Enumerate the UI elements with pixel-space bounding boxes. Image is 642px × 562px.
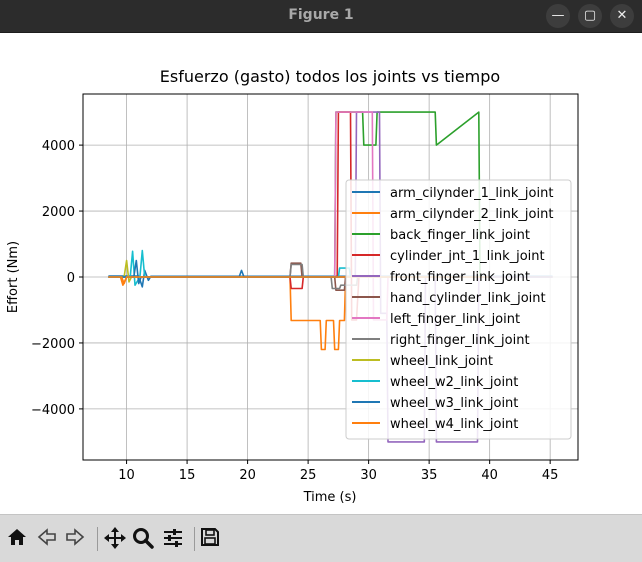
legend-label: front_finger_link_joint — [390, 270, 530, 285]
axis-ticks: 10 15 20 25 30 35 40 45 −4000 −2000 0 2000 4000 — [31, 139, 558, 483]
forward-icon[interactable] — [64, 526, 90, 552]
y-tick-label: 0 — [67, 271, 75, 286]
legend: arm_cilynder_1_link_joint arm_cilynder_2_… — [345, 179, 572, 440]
close-button[interactable]: ✕ — [610, 4, 634, 28]
toolbar-separator — [97, 527, 98, 551]
legend-label: wheel_w4_link_joint — [390, 417, 518, 432]
legend-label: arm_cilynder_2_link_joint — [390, 207, 553, 222]
back-icon[interactable] — [36, 526, 62, 552]
x-tick-label: 20 — [239, 468, 256, 483]
minimize-button[interactable]: — — [546, 4, 570, 28]
chart-svg: Esfuerzo (gasto) todos los joints vs tie… — [6, 67, 579, 505]
legend-label: back_finger_link_joint — [390, 228, 530, 243]
series-line-wheel_w4_link_joint — [108, 276, 490, 285]
pan-icon[interactable] — [103, 526, 129, 552]
x-axis-label: Time (s) — [303, 490, 357, 505]
y-tick-label: 2000 — [42, 205, 75, 220]
navigation-toolbar — [0, 514, 642, 562]
home-icon[interactable] — [6, 526, 32, 552]
legend-label: hand_cylinder_link_joint — [390, 291, 546, 306]
x-tick-label: 10 — [118, 468, 135, 483]
toolbar-separator — [194, 527, 195, 551]
x-tick-label: 15 — [179, 468, 196, 483]
series-lines — [108, 111, 553, 443]
plot-frame — [82, 93, 579, 461]
window-title: Figure 1 — [288, 7, 354, 23]
y-tick-label: −2000 — [31, 337, 75, 352]
legend-label: cylinder_jnt_1_link_joint — [390, 249, 545, 264]
y-tick-label: −4000 — [31, 403, 75, 418]
y-tick-label: 4000 — [42, 139, 75, 154]
legend-label: right_finger_link_joint — [390, 333, 530, 348]
legend-label: wheel_w3_link_joint — [390, 396, 518, 411]
chart-title: Esfuerzo (gasto) todos los joints vs tie… — [160, 67, 500, 86]
x-tick-label: 45 — [542, 468, 559, 483]
legend-box — [345, 179, 572, 440]
legend-label: wheel_w2_link_joint — [390, 375, 518, 390]
x-tick-label: 40 — [481, 468, 498, 483]
x-tick-label: 25 — [300, 468, 317, 483]
y-axis-label: Effort (Nm) — [6, 241, 21, 313]
legend-label: wheel_link_joint — [390, 354, 493, 369]
x-tick-label: 35 — [421, 468, 438, 483]
x-tick-label: 30 — [360, 468, 377, 483]
figure-canvas[interactable]: Esfuerzo (gasto) todos los joints vs tie… — [0, 33, 642, 514]
window-titlebar[interactable]: Figure 1 — ▢ ✕ — [0, 0, 642, 33]
legend-label: left_finger_link_joint — [390, 312, 520, 327]
configure-subplots-icon[interactable] — [161, 526, 187, 552]
zoom-icon[interactable] — [131, 526, 157, 552]
maximize-button[interactable]: ▢ — [578, 4, 602, 28]
legend-label: arm_cilynder_1_link_joint — [390, 186, 553, 201]
save-icon[interactable] — [199, 526, 225, 552]
